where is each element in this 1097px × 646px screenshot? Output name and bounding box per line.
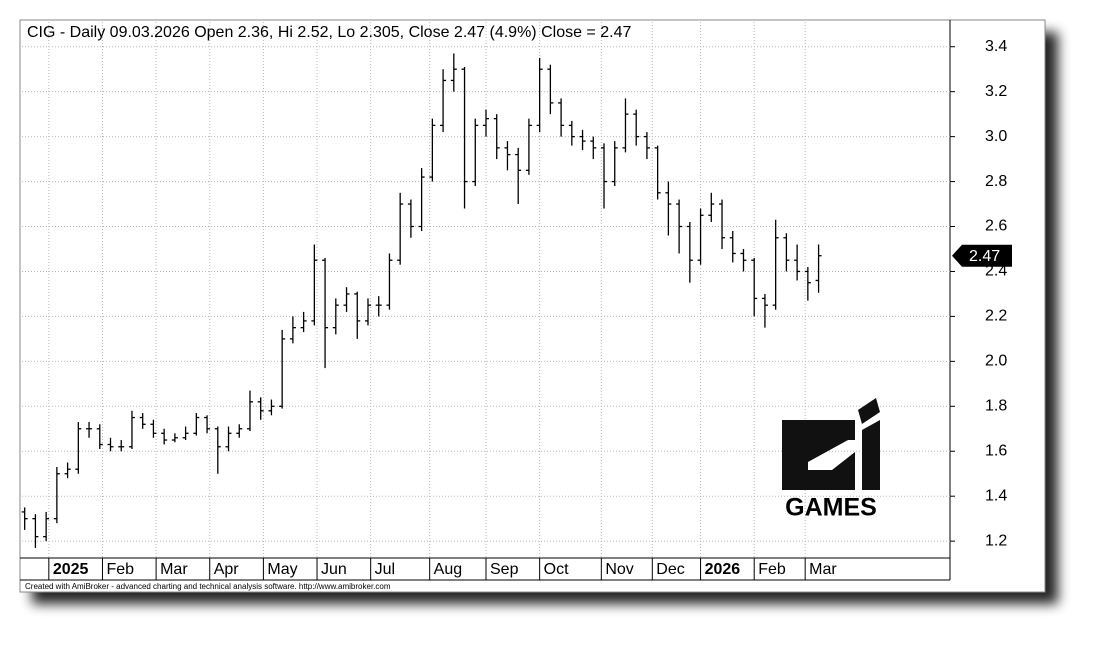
y-tick-label: 2.6 — [985, 218, 1007, 235]
y-tick-label: 3.4 — [985, 38, 1007, 55]
last-value-marker — [952, 244, 1012, 267]
x-tick-label: Nov — [605, 561, 633, 578]
logo-c — [782, 420, 855, 490]
y-tick-label: 3.0 — [985, 128, 1007, 145]
y-tick-label: 1.2 — [985, 532, 1007, 549]
y-tick-label: 2.2 — [985, 308, 1007, 325]
x-tick-label: May — [267, 561, 297, 578]
grid — [22, 22, 950, 558]
x-tick-label: Sep — [490, 561, 519, 578]
logo-i — [862, 420, 880, 490]
y-tick-label: 1.6 — [985, 442, 1007, 459]
x-tick-label: Apr — [214, 561, 240, 578]
y-tick-label: 1.4 — [985, 487, 1007, 504]
logo: GAMES — [782, 398, 880, 522]
x-tick-label: Dec — [656, 561, 684, 578]
y-tick-label: 3.2 — [985, 83, 1007, 100]
x-tick-label: Mar — [160, 561, 188, 578]
chart-title: CIG - Daily 09.03.2026 Open 2.36, Hi 2.5… — [27, 24, 631, 41]
x-tick-label: Aug — [434, 561, 462, 578]
x-tick-label: Oct — [544, 561, 569, 578]
x-tick-label: Feb — [106, 561, 134, 578]
y-tick-label: 1.8 — [985, 398, 1007, 415]
y-tick-label: 2.4 — [985, 263, 1007, 280]
x-tick-label: Mar — [809, 561, 837, 578]
x-tick-label: Jun — [321, 561, 347, 578]
y-tick-label: 2.0 — [985, 353, 1007, 370]
y-tick-label: 2.8 — [985, 173, 1007, 190]
x-tick-label: Jul — [375, 561, 395, 578]
x-tick-label: 2025 — [53, 561, 89, 578]
logo-dot — [858, 398, 880, 424]
logo-text: GAMES — [785, 494, 877, 522]
x-tick-label: 2026 — [705, 561, 741, 578]
footer: Created with AmiBroker - advanced charti… — [25, 582, 391, 591]
x-tick-label: Feb — [758, 561, 786, 578]
last-value-label: 2.47 — [969, 248, 1000, 265]
chart-frame — [19, 19, 1046, 593]
